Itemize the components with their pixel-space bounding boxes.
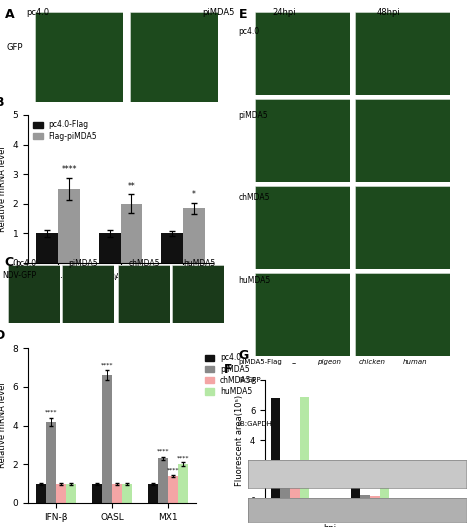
Bar bbox=[99, 233, 120, 263]
Text: piMDA5: piMDA5 bbox=[238, 111, 268, 120]
Text: **: ** bbox=[128, 182, 135, 191]
Text: IB:GFP: IB:GFP bbox=[238, 377, 261, 384]
Text: pigeon: pigeon bbox=[318, 359, 341, 365]
Bar bbox=[120, 204, 142, 263]
Bar bbox=[66, 484, 76, 503]
Bar bbox=[360, 495, 370, 500]
X-axis label: hpi: hpi bbox=[323, 524, 337, 527]
Y-axis label: Relative mRNA level: Relative mRNA level bbox=[0, 146, 7, 232]
Text: pc4.0: pc4.0 bbox=[27, 8, 49, 17]
Bar bbox=[300, 396, 309, 500]
Text: piMDA5: piMDA5 bbox=[202, 8, 234, 17]
Bar bbox=[178, 464, 188, 503]
Text: GFP: GFP bbox=[6, 43, 23, 52]
Text: *: * bbox=[192, 190, 196, 199]
Bar bbox=[281, 482, 290, 500]
Legend: pc4.0-Flag, Flag-piMDA5: pc4.0-Flag, Flag-piMDA5 bbox=[32, 119, 99, 142]
Text: NDV-GFP: NDV-GFP bbox=[2, 271, 36, 280]
Bar bbox=[46, 422, 56, 503]
Bar bbox=[112, 484, 122, 503]
Y-axis label: Relative mRNA level: Relative mRNA level bbox=[0, 383, 7, 469]
Text: D: D bbox=[0, 329, 5, 341]
Bar bbox=[380, 470, 389, 500]
Text: F: F bbox=[223, 363, 232, 376]
Text: ****: **** bbox=[61, 165, 77, 174]
Text: piMDA5-Flag: piMDA5-Flag bbox=[238, 359, 282, 365]
Bar bbox=[102, 375, 112, 503]
Text: ****: **** bbox=[167, 468, 180, 473]
Bar bbox=[168, 476, 178, 503]
Bar bbox=[36, 484, 46, 503]
Text: pc4.0: pc4.0 bbox=[238, 27, 260, 36]
Text: 48hpi: 48hpi bbox=[377, 8, 401, 17]
Bar bbox=[92, 484, 102, 503]
Bar bbox=[122, 484, 132, 503]
Bar bbox=[56, 484, 66, 503]
Text: A: A bbox=[5, 8, 14, 22]
Text: ****: **** bbox=[157, 448, 169, 454]
Bar bbox=[271, 398, 281, 500]
Bar bbox=[161, 233, 183, 263]
Text: chMDA5: chMDA5 bbox=[238, 193, 270, 202]
Y-axis label: Fluorescent area(10⁵): Fluorescent area(10⁵) bbox=[236, 394, 245, 485]
Text: ****: **** bbox=[100, 363, 113, 367]
Text: G: G bbox=[238, 349, 249, 362]
Bar bbox=[370, 496, 380, 500]
Text: ****: **** bbox=[45, 410, 57, 415]
Bar bbox=[36, 233, 58, 263]
Bar bbox=[290, 474, 300, 500]
Text: ****: **** bbox=[177, 455, 190, 461]
Text: B: B bbox=[0, 96, 4, 109]
Text: piMDA5: piMDA5 bbox=[68, 259, 98, 268]
Text: huMDA5: huMDA5 bbox=[238, 276, 271, 285]
Text: human: human bbox=[402, 359, 427, 365]
Text: huMDA5: huMDA5 bbox=[183, 259, 215, 268]
Bar bbox=[351, 473, 360, 500]
Text: IB:GAPDH: IB:GAPDH bbox=[238, 421, 272, 427]
Text: C: C bbox=[5, 256, 14, 269]
Text: chMDA5: chMDA5 bbox=[129, 259, 160, 268]
Text: –: – bbox=[292, 359, 296, 368]
Text: pc4.0: pc4.0 bbox=[16, 259, 36, 268]
Bar bbox=[148, 484, 158, 503]
Text: 24hpi: 24hpi bbox=[273, 8, 296, 17]
Legend: pc4.0, piMDA5, chMDA5, huMDA5: pc4.0, piMDA5, chMDA5, huMDA5 bbox=[203, 352, 254, 398]
Text: chicken: chicken bbox=[359, 359, 385, 365]
Bar bbox=[158, 458, 168, 503]
Bar bbox=[58, 189, 80, 263]
Text: E: E bbox=[238, 8, 247, 22]
Bar bbox=[183, 208, 205, 263]
